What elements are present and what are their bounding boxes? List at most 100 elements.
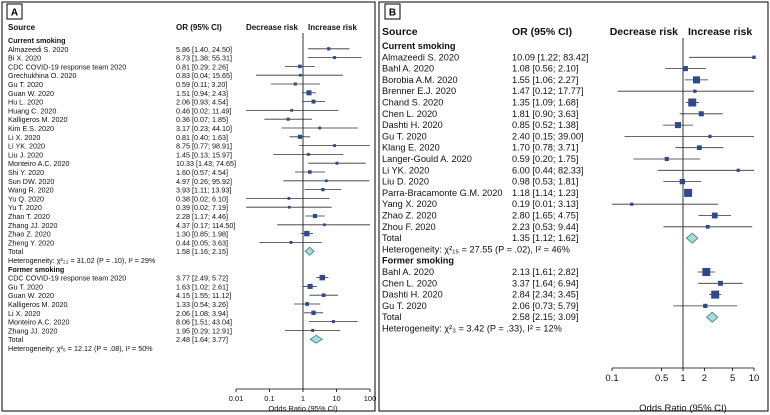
or-value: 8.06 [1.51; 43.04] bbox=[176, 318, 232, 327]
or-marker bbox=[298, 73, 302, 77]
study-label: Klang E. 2020 bbox=[382, 143, 440, 153]
study-label: Chen L. 2020 bbox=[382, 278, 437, 288]
or-marker bbox=[736, 168, 740, 172]
or-value: 1.08 [0.56; 2.10] bbox=[512, 64, 578, 74]
or-marker bbox=[688, 98, 697, 107]
study-label: Li X. 2020 bbox=[8, 309, 40, 318]
or-marker bbox=[312, 213, 318, 219]
study-label: Wang R. 2020 bbox=[8, 186, 54, 195]
study-label: Monteiro A.C. 2020 bbox=[8, 159, 70, 168]
or-value: 0.39 [0.02; 7.19] bbox=[176, 203, 228, 212]
or-value: 10.33 [1.43; 74.65] bbox=[176, 159, 236, 168]
or-marker bbox=[696, 145, 702, 151]
or-marker bbox=[335, 161, 339, 165]
study-label: Zhan T. 2020 bbox=[8, 212, 50, 221]
or-marker bbox=[311, 328, 315, 332]
study-label: Zheng Y. 2020 bbox=[8, 238, 54, 247]
study-label: Li YK. 2020 bbox=[8, 142, 45, 151]
panel-letter: A bbox=[11, 8, 18, 19]
or-marker bbox=[717, 280, 723, 286]
total-label: Total bbox=[8, 335, 24, 344]
or-value: 1.95 [0.29; 12.91] bbox=[176, 326, 232, 335]
heterogeneity-text: Heterogeneity: χ²₂₂ = 31.02 (P = .10), I… bbox=[8, 256, 156, 265]
or-marker bbox=[711, 212, 718, 219]
header-increase: Increase risk bbox=[688, 26, 752, 38]
or-value: 1.47 [0.12; 17.77] bbox=[512, 86, 584, 96]
or-marker bbox=[711, 290, 720, 299]
or-value: 1.30 [0.85; 1.98] bbox=[176, 230, 228, 239]
or-value: 1.55 [1.06; 2.27] bbox=[512, 75, 578, 85]
heterogeneity-text: Heterogeneity: χ²₆ = 12.12 (P = .08), I²… bbox=[8, 344, 153, 353]
or-marker bbox=[307, 283, 313, 289]
or-value: 2.23 [0.53; 9.44] bbox=[512, 222, 578, 232]
or-value: 6.00 [0.44; 82.33] bbox=[512, 165, 584, 175]
study-label: Gu T. 2020 bbox=[382, 131, 427, 141]
study-label: Liu J. 2020 bbox=[8, 150, 43, 159]
study-label: Yang X. 2020 bbox=[382, 199, 437, 209]
or-marker bbox=[698, 111, 704, 117]
x-tick-label: 1 bbox=[680, 373, 685, 384]
study-label: Gu T. 2020 bbox=[8, 80, 43, 89]
study-label: Hu L. 2020 bbox=[8, 98, 43, 107]
x-tick-label: 0.5 bbox=[655, 373, 668, 384]
or-value: 1.35 [1.09; 1.68] bbox=[512, 98, 578, 108]
study-label: Yu T. 2020 bbox=[8, 203, 42, 212]
or-marker bbox=[318, 126, 322, 130]
x-tick-label: 10 bbox=[332, 394, 340, 403]
or-marker bbox=[289, 240, 293, 244]
panel-badge bbox=[384, 3, 401, 20]
header-increase: Increase risk bbox=[308, 23, 357, 32]
or-marker bbox=[684, 188, 693, 197]
x-tick-label: 100 bbox=[364, 394, 377, 403]
or-value: 0.46 [0.02; 11.49] bbox=[176, 106, 231, 115]
x-axis-label: Odds Ratio (95% CI) bbox=[268, 404, 338, 413]
or-value: 0.59 [0.20; 1.75] bbox=[512, 154, 578, 164]
x-tick-label: 0.01 bbox=[229, 394, 244, 403]
x-tick-label: 0.1 bbox=[605, 373, 618, 384]
header-decrease: Decrease risk bbox=[246, 23, 299, 32]
study-label: CDC COVID-19 response team 2020 bbox=[8, 62, 126, 71]
or-value: 1.18 [1.14; 1.23] bbox=[512, 188, 578, 198]
group-label: Current smoking bbox=[8, 36, 66, 45]
study-label: Sun DW. 2020 bbox=[8, 177, 54, 186]
or-marker bbox=[693, 89, 697, 93]
or-value: 1.51 [0.94; 2.43] bbox=[176, 89, 228, 98]
or-marker bbox=[321, 293, 326, 298]
or-value: 2.48 [1.64; 3.77] bbox=[176, 335, 228, 344]
study-label: Li YK. 2020 bbox=[382, 165, 429, 175]
or-value: 0.36 [0.07; 1.85] bbox=[176, 115, 228, 124]
or-value: 1.58 [1.16; 2.15] bbox=[176, 247, 228, 256]
or-value: 5.86 [1.40, 24.50] bbox=[176, 45, 232, 54]
study-label: Kalligeros M. 2020 bbox=[8, 115, 68, 124]
or-marker bbox=[304, 230, 310, 237]
or-marker bbox=[306, 152, 310, 156]
or-value: 2.13 [1.61; 2.82] bbox=[512, 267, 578, 277]
or-value: 0.83 [0.04; 15.65] bbox=[176, 71, 232, 80]
or-marker bbox=[290, 109, 294, 112]
or-marker bbox=[333, 144, 336, 148]
or-marker bbox=[703, 303, 708, 309]
study-label: Yu Q. 2020 bbox=[8, 194, 44, 203]
study-label: Kim E.S. 2020 bbox=[8, 124, 54, 133]
x-tick-label: 0.1 bbox=[264, 394, 274, 403]
study-label: Bahl A. 2020 bbox=[382, 267, 434, 277]
study-label: Liu D. 2020 bbox=[382, 177, 429, 187]
or-marker bbox=[682, 66, 688, 72]
study-label: Guan W. 2020 bbox=[8, 89, 54, 98]
study-label: Almazeedi S. 2020 bbox=[382, 52, 459, 62]
or-marker bbox=[630, 202, 634, 206]
or-value: 2.06 [0.73; 5.79] bbox=[512, 301, 578, 311]
or-value: 3.93 [1.11; 13.93] bbox=[176, 186, 231, 195]
study-label: CDC COVID-19 response team 2020 bbox=[8, 274, 126, 283]
or-value: 4.37 [0.17; 114.50] bbox=[176, 221, 235, 230]
or-value: 2.40 [0.15; 39.00] bbox=[512, 131, 584, 141]
or-marker bbox=[333, 56, 337, 60]
or-marker bbox=[287, 197, 291, 200]
study-label: Brenner E.J. 2020 bbox=[382, 86, 456, 96]
study-label: Zhao Z. 2020 bbox=[8, 230, 51, 239]
or-marker bbox=[308, 170, 312, 174]
or-marker bbox=[319, 274, 326, 281]
panel-badge bbox=[6, 3, 23, 20]
or-value: 3.77 [2.49; 5.72] bbox=[176, 274, 228, 283]
